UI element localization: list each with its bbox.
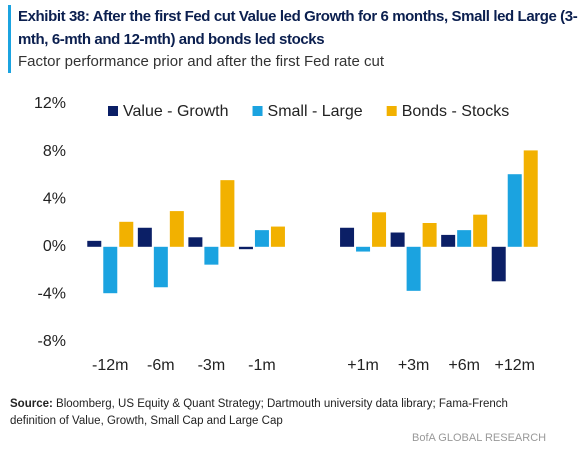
bar xyxy=(507,174,522,247)
bar xyxy=(441,234,456,247)
bar xyxy=(137,227,152,247)
bar xyxy=(390,232,405,247)
source-text: Bloomberg, US Equity & Quant Strategy; D… xyxy=(10,398,508,427)
source: Source: Bloomberg, US Equity & Quant Str… xyxy=(10,396,530,430)
bar xyxy=(153,246,168,288)
legend-swatch xyxy=(252,106,263,116)
bar xyxy=(238,246,253,250)
x-tick-label: -12m xyxy=(92,357,128,374)
bar xyxy=(491,246,506,282)
legend-swatch xyxy=(108,106,118,116)
x-tick-label: -1m xyxy=(248,357,276,374)
legend-label: Value - Growth xyxy=(123,103,229,120)
y-tick-label: 4% xyxy=(43,190,66,207)
bar xyxy=(220,180,235,247)
chart-title: Exhibit 38: After the first Fed cut Valu… xyxy=(18,8,578,48)
y-tick-label: 0% xyxy=(43,238,66,255)
bar xyxy=(523,150,538,247)
legend-swatch xyxy=(386,106,397,116)
bar xyxy=(87,240,102,247)
y-tick-label: -4% xyxy=(38,286,66,303)
bar xyxy=(340,227,355,247)
bar xyxy=(119,221,134,247)
bar xyxy=(270,226,285,247)
chart: -8% -4% 0% 4% 8% 12% Value - Growth Small - Lar… xyxy=(34,95,538,374)
x-tick-label: +6m xyxy=(448,357,480,374)
x-tick-label: +1m xyxy=(347,357,379,374)
chart-subtitle: Factor performance prior and after the f… xyxy=(18,53,384,70)
bar xyxy=(169,211,184,247)
bar xyxy=(254,230,269,247)
x-tick-label: -6m xyxy=(147,357,175,374)
bar xyxy=(188,237,203,247)
x-tick-label: +3m xyxy=(398,357,430,374)
legend-label: Small - Large xyxy=(268,103,363,120)
bar xyxy=(372,212,387,247)
legend-label: Bonds - Stocks xyxy=(402,103,510,120)
x-tick-label: +12m xyxy=(494,357,534,374)
x-tick-label: -3m xyxy=(198,357,226,374)
y-tick-label: -8% xyxy=(38,333,66,350)
y-tick-label: 8% xyxy=(43,143,66,160)
bar xyxy=(422,223,437,247)
header: Exhibit 38: After the first Fed cut Valu… xyxy=(8,5,578,73)
bar xyxy=(103,246,118,294)
y-tick-label: 12% xyxy=(34,95,66,112)
bar xyxy=(473,214,488,247)
bar xyxy=(356,246,371,252)
source-label: Source: xyxy=(10,398,53,410)
watermark: BofA GLOBAL RESEARCH xyxy=(412,432,547,444)
bar xyxy=(204,246,219,265)
bar xyxy=(457,230,472,247)
bar xyxy=(406,246,421,291)
